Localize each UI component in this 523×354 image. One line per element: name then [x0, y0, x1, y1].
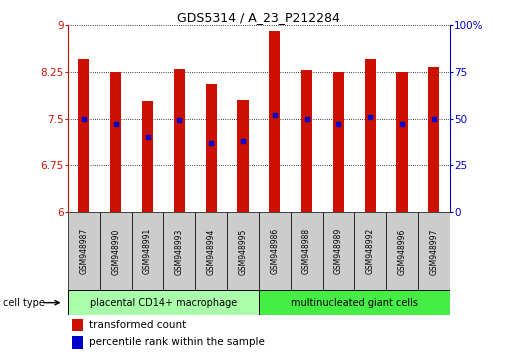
Bar: [301, 70, 312, 212]
Text: GSM948996: GSM948996: [397, 228, 406, 275]
Bar: [206, 84, 217, 212]
Bar: [132, 212, 163, 290]
Text: GSM948986: GSM948986: [270, 228, 279, 274]
Text: GSM948990: GSM948990: [111, 228, 120, 275]
Point: [334, 121, 343, 127]
Text: placental CD14+ macrophage: placental CD14+ macrophage: [90, 298, 237, 308]
Bar: [68, 290, 259, 315]
Text: GSM948989: GSM948989: [334, 228, 343, 274]
Bar: [100, 212, 132, 290]
Text: cell type: cell type: [3, 298, 44, 308]
Bar: [174, 69, 185, 212]
Text: GSM948994: GSM948994: [207, 228, 215, 275]
Bar: [195, 212, 227, 290]
Point: [398, 121, 406, 127]
Point: [366, 114, 374, 120]
Text: GSM948993: GSM948993: [175, 228, 184, 275]
Text: multinucleated giant cells: multinucleated giant cells: [291, 298, 418, 308]
Bar: [78, 59, 89, 212]
Bar: [428, 67, 439, 212]
Point: [430, 116, 438, 121]
Bar: [68, 212, 100, 290]
Text: GSM948991: GSM948991: [143, 228, 152, 274]
Bar: [72, 319, 83, 331]
Bar: [259, 212, 291, 290]
Bar: [237, 100, 248, 212]
Title: GDS5314 / A_23_P212284: GDS5314 / A_23_P212284: [177, 11, 340, 24]
Bar: [142, 101, 153, 212]
Text: transformed count: transformed count: [89, 320, 186, 330]
Bar: [227, 212, 259, 290]
Point: [270, 112, 279, 118]
Point: [79, 116, 88, 121]
Bar: [396, 72, 407, 212]
Text: percentile rank within the sample: percentile rank within the sample: [89, 337, 265, 347]
Point: [111, 121, 120, 127]
Text: GSM948987: GSM948987: [79, 228, 88, 274]
Text: GSM948995: GSM948995: [238, 228, 247, 275]
Bar: [72, 336, 83, 349]
Bar: [365, 59, 376, 212]
Bar: [163, 212, 195, 290]
Bar: [333, 72, 344, 212]
Bar: [269, 31, 280, 212]
Text: GSM948997: GSM948997: [429, 228, 438, 275]
Text: GSM948992: GSM948992: [366, 228, 375, 274]
Point: [302, 116, 311, 121]
Point: [143, 135, 152, 140]
Bar: [110, 72, 121, 212]
Bar: [291, 212, 323, 290]
Point: [207, 140, 215, 146]
Bar: [355, 212, 386, 290]
Bar: [418, 212, 450, 290]
Text: GSM948988: GSM948988: [302, 228, 311, 274]
Bar: [386, 212, 418, 290]
Point: [175, 118, 184, 123]
Point: [239, 138, 247, 144]
Bar: [323, 212, 355, 290]
Bar: [259, 290, 450, 315]
